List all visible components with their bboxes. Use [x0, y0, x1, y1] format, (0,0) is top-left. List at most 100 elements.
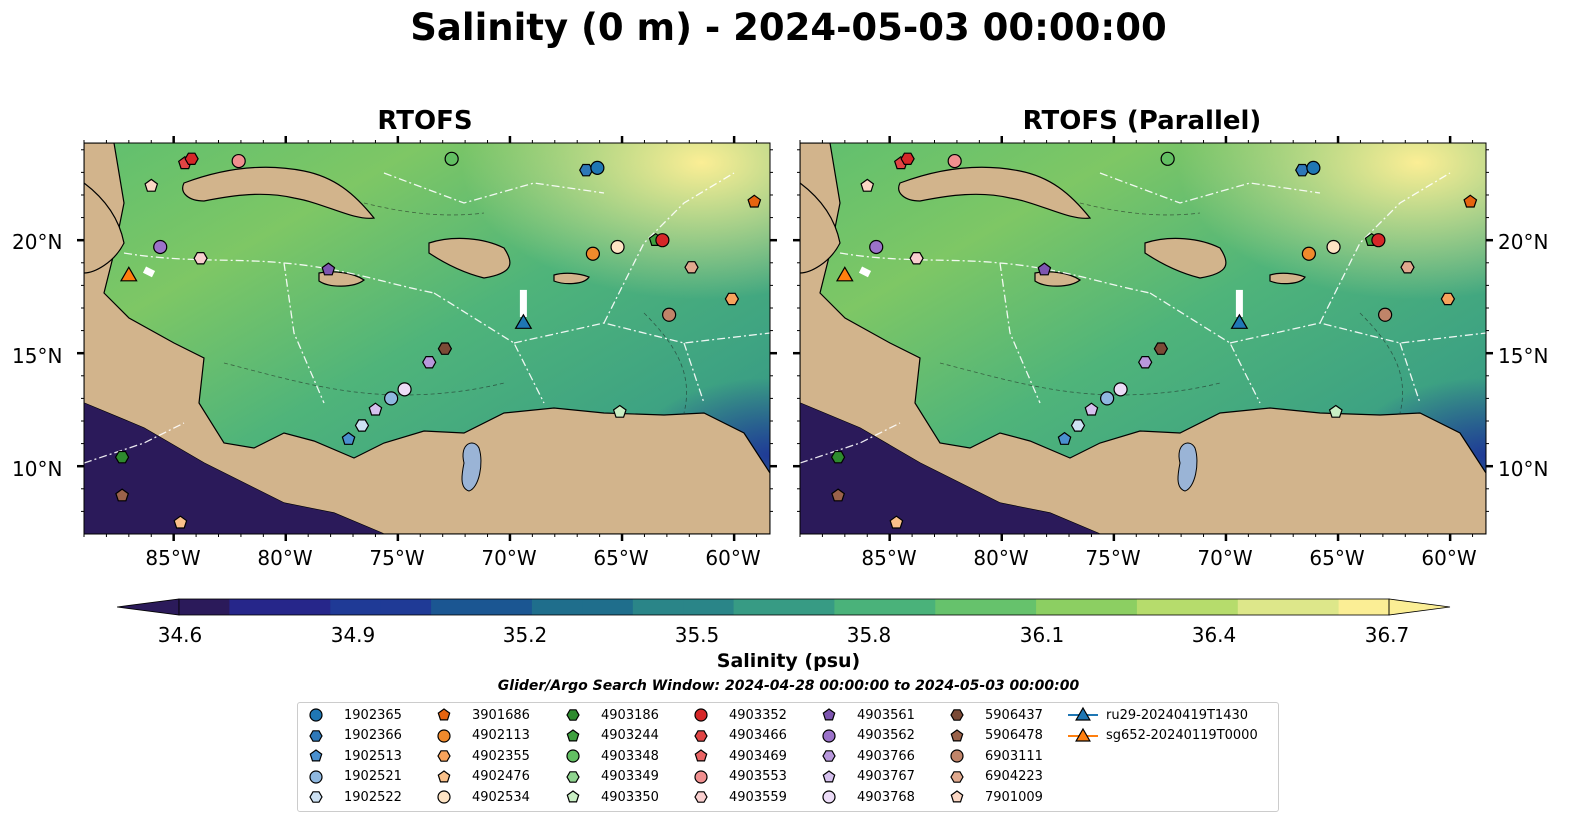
- legend-glyph: [309, 749, 323, 762]
- colorbar-bands: [117, 598, 1451, 616]
- colorbar-frame: [178, 598, 1390, 616]
- legend-marker: [950, 770, 964, 783]
- argo-float-marker: [1138, 356, 1153, 369]
- colorbar-band: [431, 599, 482, 615]
- colorbar-band: [834, 599, 886, 615]
- legend-label: 1902365: [344, 707, 402, 723]
- legend-item: 4903466: [693, 726, 787, 746]
- colorbar-band: [229, 599, 281, 615]
- panel-title-rtofs-parallel: RTOFS (Parallel): [1022, 106, 1262, 136]
- legend-marker: [822, 750, 836, 762]
- lat-label-10n-right: 10°N: [1498, 457, 1549, 481]
- argo-float-marker: [384, 391, 399, 406]
- argo-float-marker: [368, 402, 383, 416]
- legend-item: 1902522: [308, 787, 402, 807]
- legend-item: 4903767: [821, 767, 915, 787]
- legend-glyph: [822, 790, 836, 804]
- search-window-text: Glider/Argo Search Window: 2024-04-28 00…: [497, 678, 1080, 694]
- argo-float-marker: [231, 153, 246, 169]
- colorbar-band: [179, 599, 230, 615]
- legend-marker: [309, 749, 323, 762]
- argo-float-marker: [947, 153, 962, 169]
- figure-title: Salinity (0 m) - 2024-05-03 00:00:00: [410, 6, 1167, 49]
- argo-float-marker: [1153, 342, 1169, 355]
- colorbar-tick: 36.7: [1364, 623, 1410, 647]
- lat-label-10n-left: 10°N: [12, 457, 63, 481]
- legend-glyph: [566, 709, 580, 721]
- lon-label-75w: 75°W: [1085, 546, 1141, 570]
- map-frame: [799, 142, 1487, 535]
- argo-float-marker: [354, 419, 370, 432]
- argo-float-marker: [193, 251, 208, 265]
- argo-float-marker: [1160, 151, 1175, 166]
- legend-item: 7901009: [949, 787, 1043, 807]
- panel-title-rtofs: RTOFS: [377, 106, 473, 136]
- legend-item: sg652-20240119T0000: [1068, 726, 1258, 746]
- legend-label: 4903348: [601, 748, 659, 764]
- puerto-rico: [1269, 272, 1306, 285]
- legend-marker: [822, 708, 836, 721]
- yucatan: [800, 182, 841, 274]
- argo-float-marker: [610, 239, 625, 255]
- legend-label: 4903562: [857, 728, 915, 743]
- argo-float-marker: [1295, 163, 1310, 177]
- legend-marker: [694, 769, 708, 784]
- bathymetry-contours: [223, 202, 687, 414]
- colorbar-tick: 34.9: [330, 623, 376, 647]
- legend-label: 4903469: [729, 748, 787, 764]
- legend-item: 1902365: [308, 705, 402, 725]
- legend-marker: [822, 769, 836, 782]
- argo-float-marker: [860, 178, 875, 192]
- legend-label: 4903559: [729, 789, 787, 805]
- argo-float-marker: [724, 292, 740, 306]
- map-frame: [83, 142, 771, 535]
- glider-marker: [119, 266, 138, 282]
- legend-item: 4903561: [821, 705, 915, 725]
- map-panel-rtofs-parallel: [793, 136, 1493, 541]
- legend-marker: [437, 769, 451, 782]
- float-markers: [114, 151, 762, 529]
- colorbar-band: [1187, 599, 1239, 615]
- argo-float-marker: [831, 488, 846, 502]
- colorbar-tick: 35.8: [846, 623, 892, 647]
- legend-glyph: [437, 728, 451, 743]
- colorbar-band: [1036, 599, 1087, 615]
- argo-float-marker: [869, 239, 884, 255]
- map-ticks: [793, 136, 1493, 541]
- legend-label: 4902534: [472, 789, 530, 805]
- argo-float-marker: [1371, 233, 1386, 248]
- legend-label: 1902522: [344, 789, 402, 805]
- colorbar-band: [784, 599, 835, 615]
- colorbar-band: [279, 599, 331, 615]
- lat-label-20n-left: 20°N: [12, 230, 63, 254]
- argo-float-marker: [909, 251, 924, 265]
- argo-float-marker: [153, 239, 168, 255]
- argo-float-marker: [830, 450, 846, 464]
- legend-glyph: [566, 728, 580, 741]
- legend-marker: [437, 708, 451, 721]
- legend-marker: [309, 769, 323, 784]
- legend-glyph: [437, 750, 451, 762]
- colorbar-band: [380, 599, 432, 615]
- legend-glyph: [309, 791, 323, 803]
- legend-glyph: [694, 749, 708, 762]
- legend-item: 4903349: [565, 767, 659, 787]
- legend-item: 4903553: [693, 767, 787, 787]
- legend-item: 3901686: [436, 705, 530, 725]
- legend-label: 4903561: [857, 707, 915, 723]
- bathymetry-contours: [939, 202, 1403, 414]
- legend-label: 4903768: [857, 789, 915, 805]
- colorbar-tick: 35.2: [502, 623, 548, 647]
- argo-float-marker: [579, 163, 594, 177]
- legend-marker: [566, 749, 580, 763]
- legend-label: 1902521: [344, 769, 402, 784]
- argo-float-marker: [747, 194, 762, 208]
- lon-label-85w: 85°W: [145, 546, 201, 570]
- legend-marker: [694, 729, 708, 742]
- legend-item: 1902366: [308, 726, 402, 746]
- colorbar-band: [1086, 599, 1138, 615]
- colorbar-band: [733, 599, 785, 615]
- puerto-rico: [553, 272, 590, 285]
- legend-label: 6903111: [985, 748, 1043, 764]
- colorbar-band: [582, 599, 634, 615]
